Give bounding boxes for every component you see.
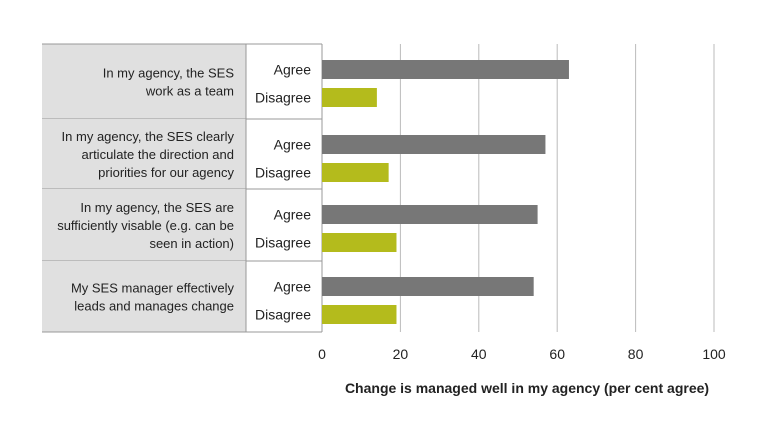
bar-agree: [322, 205, 538, 224]
bar-agree: [322, 277, 534, 296]
x-tick-label: 20: [393, 346, 409, 362]
question-cell: [42, 261, 246, 332]
question-label: In my agency, the SES clearly: [62, 129, 235, 144]
x-tick-label: 60: [549, 346, 565, 362]
question-label: articulate the direction and: [82, 147, 234, 162]
bar-agree: [322, 60, 569, 79]
question-cell: [42, 119, 246, 189]
question-label: priorities for our agency: [98, 165, 234, 180]
question-cell: [42, 189, 246, 261]
question-label: leads and manages change: [74, 299, 234, 314]
response-label: Agree: [274, 137, 312, 153]
response-label: Agree: [274, 62, 312, 78]
bar-disagree: [322, 163, 389, 182]
x-axis-title: Change is managed well in my agency (per…: [345, 380, 709, 396]
question-label: work as a team: [145, 84, 234, 99]
x-tick-label: 100: [702, 346, 726, 362]
question-label: seen in action): [149, 236, 234, 251]
bar-disagree: [322, 88, 377, 107]
x-axis-ticks: 0 20 40 60 80 100: [318, 346, 726, 362]
question-label: sufficiently visable (e.g. can be: [57, 218, 234, 233]
bars: [322, 60, 569, 324]
response-label: Disagree: [255, 307, 311, 323]
x-tick-label: 80: [628, 346, 644, 362]
bar-agree: [322, 135, 546, 154]
x-tick-label: 40: [471, 346, 487, 362]
x-tick-label: 0: [318, 346, 326, 362]
response-label: Disagree: [255, 235, 311, 251]
bar-disagree: [322, 233, 397, 252]
question-label: In my agency, the SES: [103, 66, 235, 81]
response-label: Disagree: [255, 165, 311, 181]
question-label: My SES manager effectively: [71, 281, 235, 296]
bar-disagree: [322, 305, 397, 324]
response-label: Agree: [274, 207, 312, 223]
response-label: Disagree: [255, 90, 311, 106]
question-cell: [42, 44, 246, 119]
question-label: In my agency, the SES are: [80, 200, 234, 215]
label-panel: In my agency, the SES work as a team Agree…: [42, 43, 323, 333]
response-label: Agree: [274, 279, 312, 295]
